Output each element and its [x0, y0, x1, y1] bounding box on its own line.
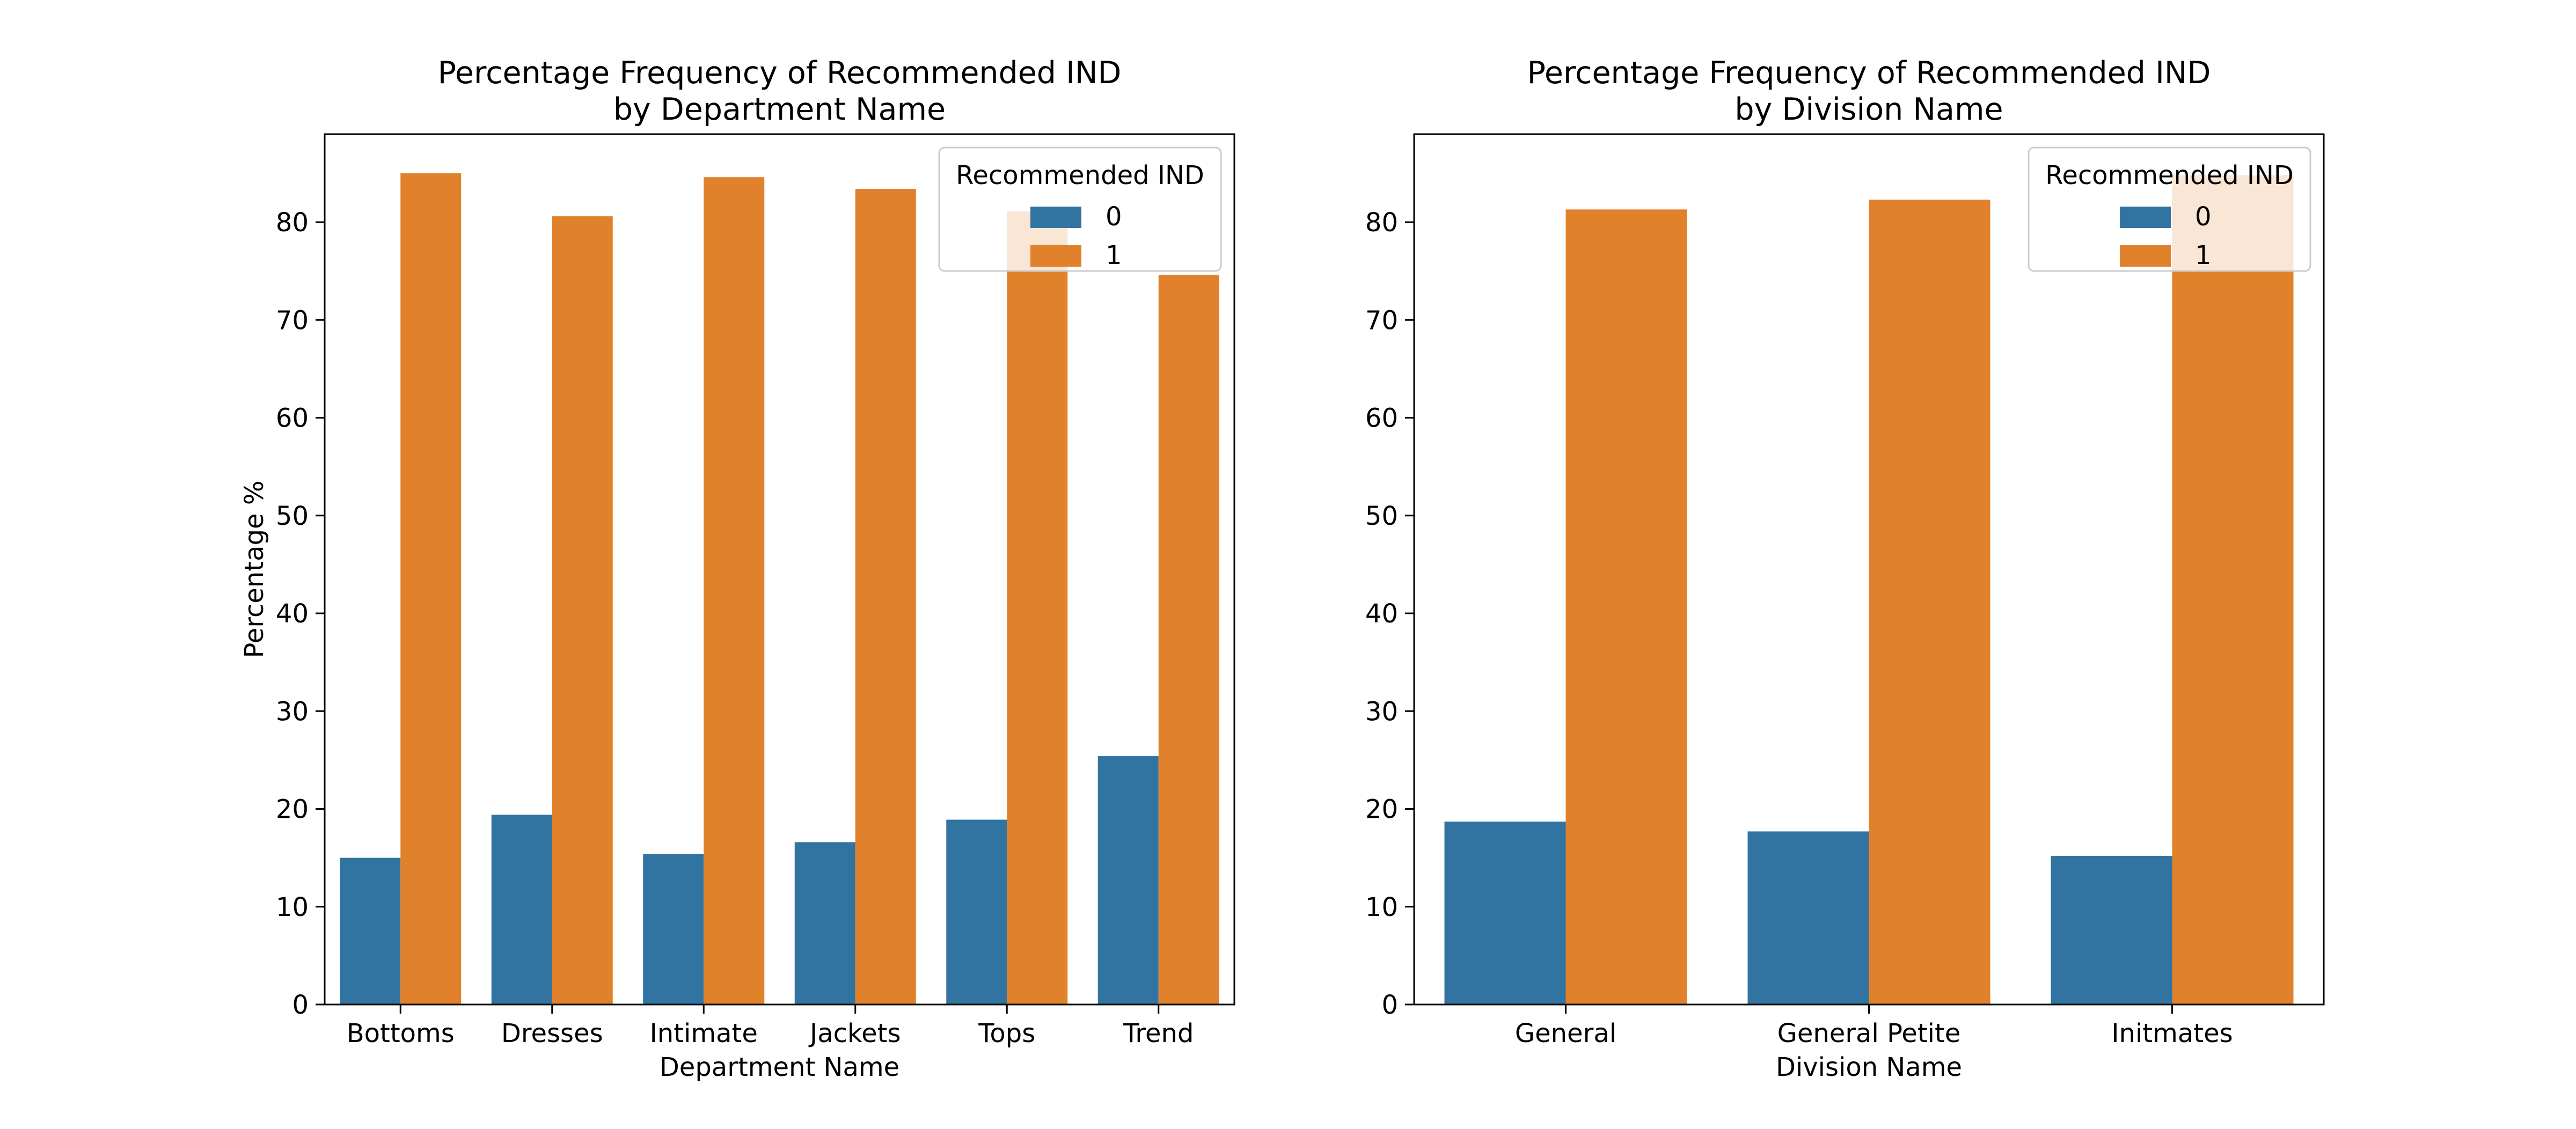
bar-tops-series-1 — [1007, 211, 1068, 1005]
y-tick-label: 10 — [276, 892, 309, 922]
plot-frame — [324, 133, 1235, 1006]
legend-label-0: 0 — [1106, 202, 1122, 232]
bar-intimate-series-0 — [643, 854, 704, 1005]
x-tick-label: General Petite — [1777, 1018, 1961, 1049]
y-tick-label: 70 — [276, 305, 309, 335]
y-tick-label: 50 — [276, 501, 309, 531]
y-tick-label: 50 — [1365, 501, 1398, 531]
x-tick-label: Trend — [1123, 1018, 1194, 1049]
x-tick-label: Bottoms — [347, 1018, 455, 1049]
legend-title: Recommended IND — [2045, 160, 2294, 190]
chart-title-line-1: Percentage Frequency of Recommended IND — [438, 55, 1122, 91]
bar-initmates-series-1 — [2172, 175, 2294, 1005]
y-tick-label: 30 — [1365, 697, 1398, 727]
legend-swatch-0 — [1030, 207, 1081, 228]
bar-bottoms-series-0 — [340, 857, 401, 1005]
legend-swatch-0 — [2120, 207, 2171, 228]
x-tick-label: Initmates — [2111, 1018, 2233, 1049]
legend-label-1: 1 — [2195, 240, 2212, 270]
y-tick-label: 60 — [276, 404, 309, 434]
y-tick-label: 70 — [1365, 305, 1398, 335]
y-tick-label: 80 — [276, 208, 309, 238]
legend-label-1: 1 — [1106, 240, 1122, 270]
x-tick-label: Dresses — [501, 1018, 603, 1049]
bar-general-series-0 — [1444, 822, 1566, 1005]
y-tick-label: 40 — [276, 599, 309, 629]
y-tick-label: 20 — [1365, 795, 1398, 825]
x-axis-label: Department Name — [660, 1052, 899, 1082]
chart-title-line-2: by Division Name — [1735, 92, 2003, 127]
x-tick-label: Intimate — [650, 1018, 758, 1049]
y-tick-label: 20 — [276, 795, 309, 825]
bar-trend-series-1 — [1158, 275, 1219, 1005]
x-axis-label: Division Name — [1776, 1052, 1962, 1082]
legend-swatch-1 — [2120, 245, 2171, 267]
bar-dresses-series-1 — [552, 216, 613, 1005]
bar-initmates-series-0 — [2051, 855, 2172, 1005]
y-tick-label: 30 — [276, 697, 309, 727]
legend: Recommended IND 0 1 — [2028, 146, 2311, 272]
y-tick-label: 60 — [1365, 404, 1398, 434]
legend: Recommended IND 0 1 — [938, 146, 1222, 272]
bar-general-petite-series-0 — [1747, 831, 1869, 1005]
bar-jackets-series-1 — [855, 189, 916, 1005]
x-tick-label: Tops — [978, 1018, 1035, 1049]
legend-label-0: 0 — [2195, 202, 2212, 232]
bar-intimate-series-1 — [704, 177, 765, 1005]
chart-title-line-2: by Department Name — [613, 92, 946, 127]
x-tick-label: General — [1515, 1018, 1616, 1049]
y-tick-label: 0 — [292, 990, 309, 1020]
legend-title: Recommended IND — [956, 160, 1204, 190]
bar-bottoms-series-1 — [400, 173, 462, 1005]
bar-dresses-series-0 — [491, 815, 552, 1005]
y-tick-label: 0 — [1381, 990, 1398, 1020]
y-tick-label: 80 — [1365, 208, 1398, 238]
bar-general-petite-series-1 — [1869, 200, 1990, 1005]
x-tick-label: Jackets — [808, 1018, 901, 1049]
y-tick-label: 40 — [1365, 599, 1398, 629]
bar-general-series-1 — [1565, 209, 1687, 1005]
plot-frame — [1413, 133, 2325, 1006]
bar-jackets-series-0 — [794, 842, 855, 1005]
bar-tops-series-0 — [946, 819, 1007, 1005]
y-axis-label: Percentage % — [239, 481, 269, 658]
bar-trend-series-0 — [1097, 756, 1159, 1005]
y-tick-label: 10 — [1365, 892, 1398, 922]
chart-title-line-1: Percentage Frequency of Recommended IND — [1527, 55, 2211, 91]
legend-swatch-1 — [1030, 245, 1081, 267]
